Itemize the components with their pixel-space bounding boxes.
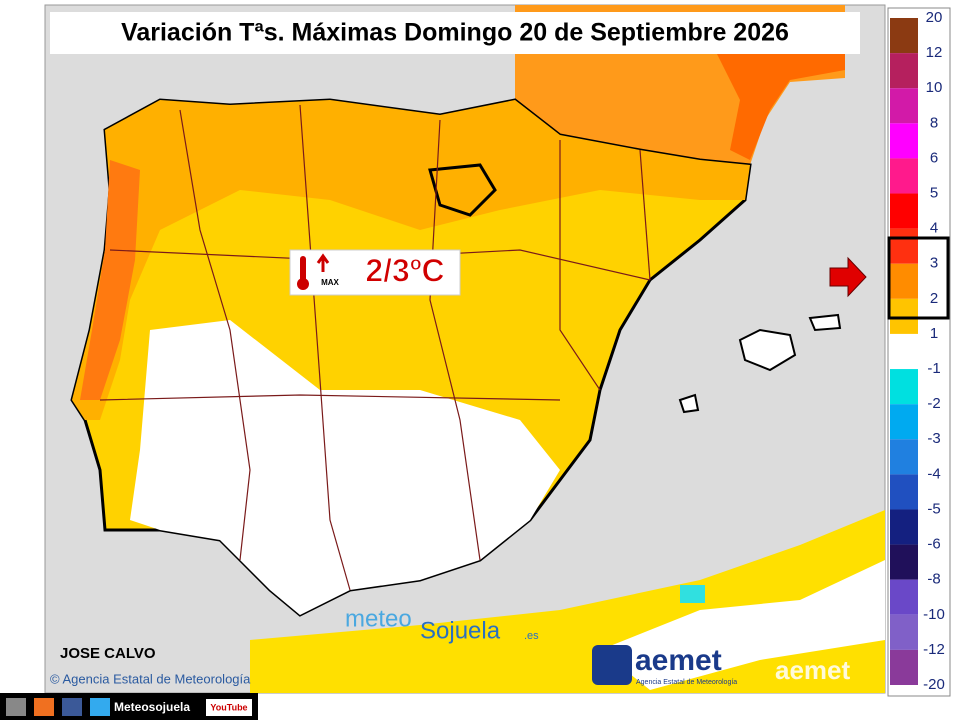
legend-band [890, 369, 918, 405]
mallorca [738, 328, 797, 372]
legend-label: -1 [927, 360, 940, 377]
copyright: © Agencia Estatal de Meteorología [50, 671, 251, 686]
aemet-subtitle: Agencia Estatal de Meteorología [636, 679, 737, 686]
legend-band [890, 439, 918, 475]
africa-white [600, 560, 885, 690]
legend-band [890, 18, 918, 54]
legend-label: 6 [930, 149, 938, 166]
aemet-logo: aemet [635, 644, 722, 677]
legend-label: -4 [927, 465, 940, 482]
legend-label: 3 [930, 255, 938, 272]
logo-sojuela: Sojuela [420, 617, 501, 644]
legend-label: -12 [923, 641, 945, 658]
logo-meteo: meteo [345, 605, 412, 632]
pointer-arrow [829, 256, 867, 298]
legend-label: -3 [927, 430, 940, 447]
ibiza [678, 393, 700, 414]
author: JOSE CALVO [60, 645, 156, 662]
legend-label: 1 [930, 325, 938, 342]
legend-band [890, 614, 918, 650]
france-hot [700, 20, 845, 160]
aemet-icon [592, 645, 632, 685]
youtube-label[interactable]: YouTube [210, 702, 247, 712]
legend-label: 12 [926, 44, 943, 61]
legend-label: 10 [926, 79, 943, 96]
legend-label: -20 [923, 676, 945, 693]
highlight-box [887, 236, 950, 320]
up-arrow [316, 253, 330, 272]
title: Variación Tªs. Máximas Domingo 20 de Sep… [121, 19, 789, 47]
logo-domain: .es [524, 630, 539, 642]
legend-label: -5 [927, 500, 940, 517]
legend-band [890, 579, 918, 615]
legend-band [890, 474, 918, 510]
footer-site[interactable]: Meteosojuela [114, 700, 190, 714]
legend-label: -2 [927, 395, 940, 412]
cold-spot [680, 585, 705, 603]
legend-band [890, 228, 918, 264]
legend-band [890, 263, 918, 299]
thermometer-bulb [297, 278, 309, 290]
badge-value: 2/3ºC [365, 252, 444, 288]
legend-label: 4 [930, 220, 938, 237]
legend-label: -8 [927, 571, 940, 588]
legend-label: 20 [926, 9, 943, 26]
menorca [808, 313, 842, 332]
legend-label: 5 [930, 184, 938, 201]
instagram-icon[interactable] [6, 698, 26, 716]
legend-band [890, 123, 918, 159]
legend: 20 12 10 8 6 5 4 3 2 1 -1 -2 -3 -4 -5 -6 -8 -10 -12 -20 [887, 7, 951, 697]
south-white [130, 320, 560, 615]
thermometer-icon [300, 256, 306, 282]
twitter-icon[interactable] [90, 698, 110, 716]
badge-label: MAX [321, 278, 339, 287]
legend-band [890, 158, 918, 194]
aemet-watermark: aemet [775, 655, 850, 685]
legend-band [890, 88, 918, 124]
coast-hot [80, 160, 140, 400]
facebook-icon[interactable] [62, 698, 82, 716]
legend-label: -10 [923, 606, 945, 623]
la-rioja [428, 163, 497, 217]
legend-band [890, 544, 918, 580]
title-box [50, 12, 860, 54]
legend-band [890, 333, 918, 370]
youtube-icon[interactable] [206, 699, 252, 716]
legend-band [890, 298, 918, 334]
blogger-icon[interactable] [34, 698, 54, 716]
north-warm [72, 100, 750, 420]
legend-band [890, 53, 918, 89]
legend-band [890, 404, 918, 440]
badge [289, 249, 461, 296]
legend-band [890, 193, 918, 229]
legend-band [890, 649, 918, 685]
legend-band [890, 509, 918, 545]
legend-label: 8 [930, 114, 938, 131]
legend-label: -6 [927, 536, 940, 553]
legend-label: 2 [930, 290, 938, 307]
